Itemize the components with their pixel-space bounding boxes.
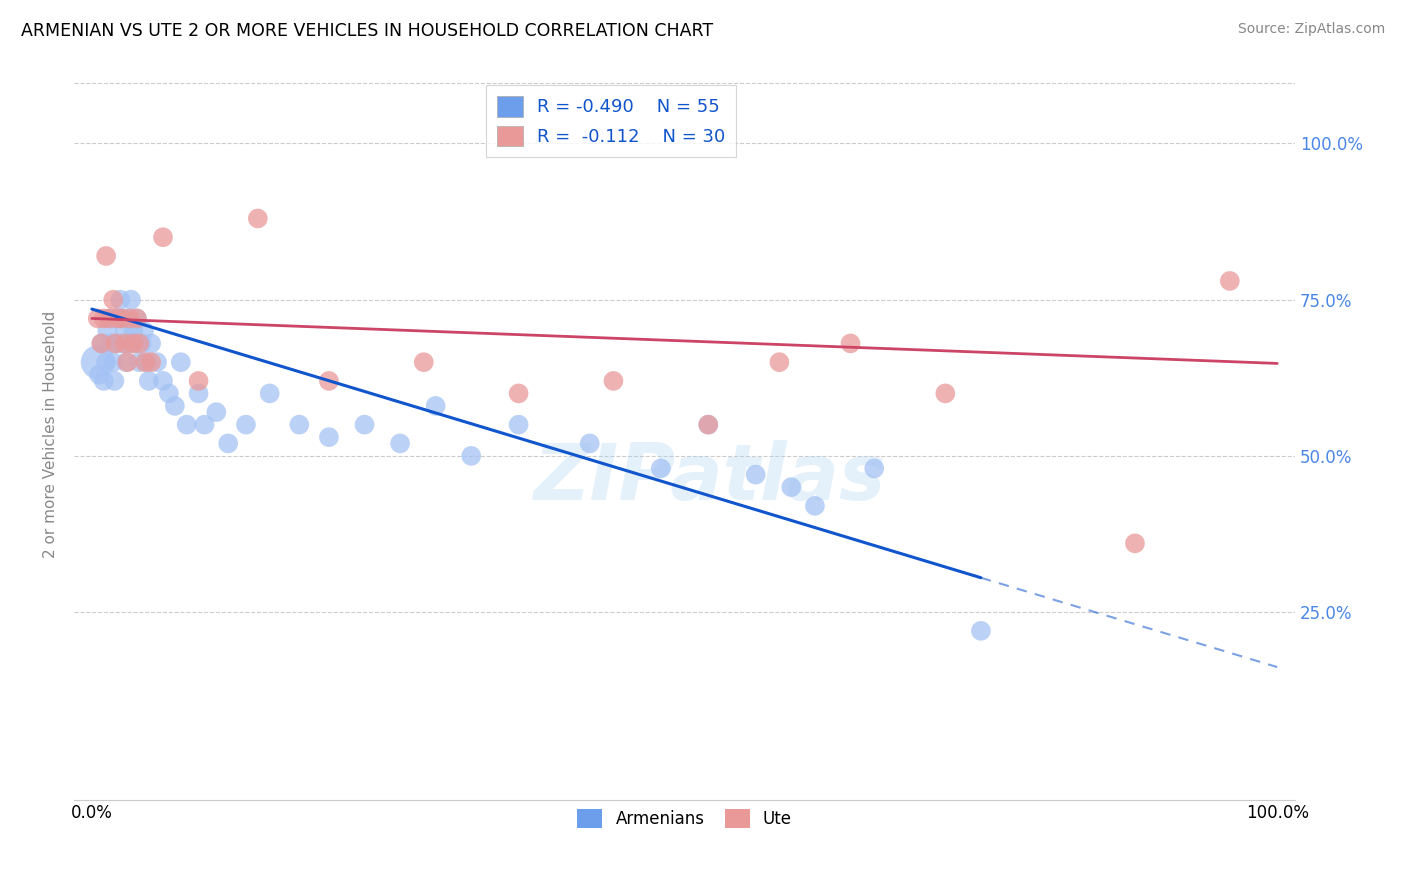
Point [578, 436, 600, 450]
Point [139, 336, 162, 351]
Point [111, 336, 134, 351]
Point [104, 311, 127, 326]
Point [205, 405, 228, 419]
Point [125, 311, 148, 326]
Point [1219, 274, 1241, 288]
Point [114, 324, 136, 338]
Point [118, 336, 141, 351]
Point [122, 336, 145, 351]
Point [138, 374, 160, 388]
Point [98, 311, 121, 326]
Point [114, 336, 136, 351]
Point [122, 324, 145, 338]
Point [120, 293, 142, 307]
Point [90, 336, 112, 351]
Point [288, 417, 311, 432]
Point [87, 355, 110, 369]
Point [87, 368, 110, 382]
Point [970, 624, 993, 638]
Point [389, 436, 412, 450]
Point [934, 386, 956, 401]
Point [134, 355, 156, 369]
Point [128, 336, 150, 351]
Point [110, 293, 132, 307]
Point [104, 336, 127, 351]
Point [117, 355, 139, 369]
Point [93, 311, 115, 326]
Point [863, 461, 886, 475]
Point [768, 355, 790, 369]
Point [697, 417, 720, 432]
Point [131, 336, 153, 351]
Point [90, 336, 112, 351]
Point [132, 324, 155, 338]
Point [508, 386, 530, 401]
Point [118, 311, 141, 326]
Point [163, 399, 186, 413]
Point [217, 436, 239, 450]
Point [157, 386, 180, 401]
Point [94, 355, 117, 369]
Point [318, 430, 340, 444]
Text: ARMENIAN VS UTE 2 OR MORE VEHICLES IN HOUSEHOLD CORRELATION CHART: ARMENIAN VS UTE 2 OR MORE VEHICLES IN HO… [21, 22, 713, 40]
Point [94, 249, 117, 263]
Point [246, 211, 269, 226]
Point [508, 417, 530, 432]
Point [100, 336, 122, 351]
Point [110, 311, 132, 326]
Point [650, 461, 672, 475]
Point [412, 355, 434, 369]
Point [152, 230, 174, 244]
Point [125, 311, 148, 326]
Text: ZIPatlas: ZIPatlas [533, 440, 886, 516]
Point [152, 374, 174, 388]
Point [115, 355, 138, 369]
Point [139, 355, 162, 369]
Point [98, 311, 121, 326]
Point [103, 374, 125, 388]
Point [839, 336, 862, 351]
Point [93, 374, 115, 388]
Point [146, 355, 169, 369]
Point [780, 480, 803, 494]
Point [103, 355, 125, 369]
Point [170, 355, 193, 369]
Point [117, 311, 139, 326]
Point [124, 336, 146, 351]
Point [460, 449, 482, 463]
Point [1123, 536, 1146, 550]
Point [176, 417, 198, 432]
Point [128, 355, 150, 369]
Point [425, 399, 447, 413]
Point [318, 374, 340, 388]
Point [110, 311, 132, 326]
Point [103, 293, 125, 307]
Point [87, 311, 110, 326]
Point [107, 336, 129, 351]
Point [96, 324, 118, 338]
Point [193, 417, 215, 432]
Point [235, 417, 257, 432]
Point [107, 311, 129, 326]
Point [187, 374, 209, 388]
Point [135, 355, 157, 369]
Legend: Armenians, Ute: Armenians, Ute [571, 803, 799, 835]
Point [744, 467, 766, 482]
Point [353, 417, 375, 432]
Text: Source: ZipAtlas.com: Source: ZipAtlas.com [1237, 22, 1385, 37]
Point [602, 374, 624, 388]
Point [187, 386, 209, 401]
Point [697, 417, 720, 432]
Y-axis label: 2 or more Vehicles in Household: 2 or more Vehicles in Household [44, 310, 58, 558]
Point [259, 386, 281, 401]
Point [804, 499, 827, 513]
